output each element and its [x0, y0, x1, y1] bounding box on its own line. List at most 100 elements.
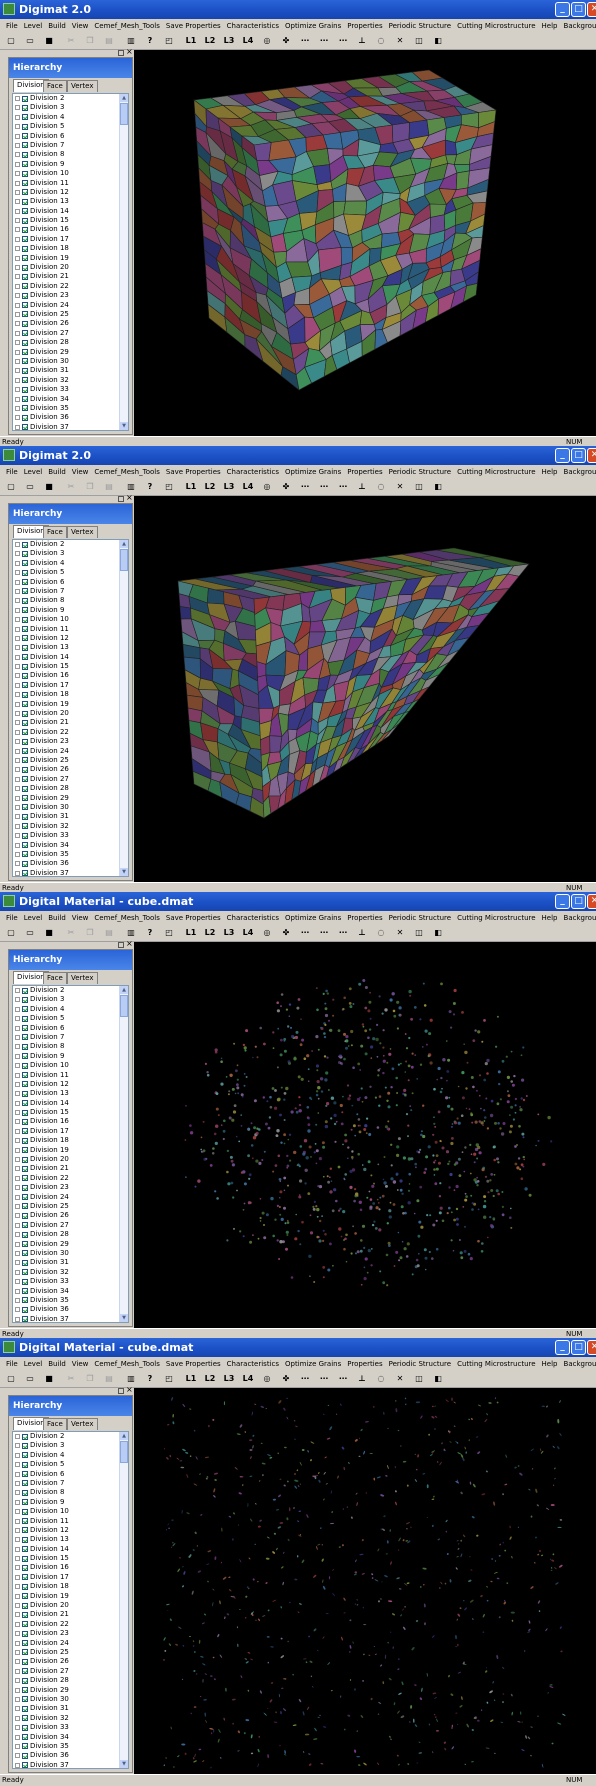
expand-icon[interactable] [15, 236, 20, 242]
expand-icon[interactable] [15, 626, 20, 632]
expand-icon[interactable] [15, 1499, 20, 1505]
tree-item[interactable]: Division 25 [13, 1648, 128, 1657]
visibility-checkbox[interactable] [22, 729, 28, 736]
scroll-up-icon[interactable]: ▲ [120, 1432, 128, 1440]
tree-item[interactable]: Division 35 [13, 1742, 128, 1751]
periodic-icon[interactable]: ◫ [415, 482, 423, 491]
expand-icon[interactable] [15, 1678, 20, 1684]
expand-icon[interactable] [15, 1222, 20, 1228]
tree-item[interactable]: Division 24 [13, 1193, 128, 1202]
scroll-thumb[interactable] [120, 103, 128, 125]
print-icon[interactable]: ▥ [127, 482, 135, 491]
expand-icon[interactable] [15, 823, 20, 829]
tree-scrollbar[interactable]: ▲ ▼ [119, 540, 128, 876]
visibility-checkbox[interactable] [22, 1762, 28, 1768]
expand-icon[interactable] [15, 767, 20, 773]
grain-shape-icon[interactable]: ◌ [377, 482, 385, 491]
expand-icon[interactable] [15, 424, 20, 430]
menu-item-level[interactable]: Level [23, 1360, 43, 1368]
expand-icon[interactable] [15, 1687, 20, 1693]
tree-item[interactable]: Division 23 [13, 291, 128, 300]
expand-icon[interactable] [15, 1147, 20, 1153]
expand-icon[interactable] [15, 1269, 20, 1275]
tree-item[interactable]: Division 15 [13, 1554, 128, 1563]
visibility-checkbox[interactable] [22, 330, 28, 337]
periodic-icon[interactable]: ◫ [415, 1374, 423, 1383]
tree-item[interactable]: Division 6 [13, 578, 128, 587]
tree-item[interactable]: Division 26 [13, 765, 128, 774]
tree-item[interactable]: Division 25 [13, 1202, 128, 1211]
expand-icon[interactable] [15, 795, 20, 801]
expand-icon[interactable] [15, 1072, 20, 1078]
tree-item[interactable]: Division 22 [13, 1620, 128, 1629]
visibility-checkbox[interactable] [22, 1175, 28, 1182]
tree-item[interactable]: Division 8 [13, 150, 128, 159]
expand-icon[interactable] [15, 1443, 20, 1449]
expand-icon[interactable] [15, 617, 20, 623]
scroll-down-icon[interactable]: ▼ [120, 1760, 128, 1768]
tree-item[interactable]: Division 24 [13, 301, 128, 310]
visibility-checkbox[interactable] [22, 1165, 28, 1172]
visibility-checkbox[interactable] [22, 1025, 28, 1032]
tree-item[interactable]: Division 21 [13, 1164, 128, 1173]
expand-icon[interactable] [15, 551, 20, 557]
periodic-icon[interactable]: ◫ [415, 928, 423, 937]
visibility-checkbox[interactable] [22, 1212, 28, 1219]
tree-item[interactable]: Division 4 [13, 113, 128, 122]
tree-item[interactable]: Division 2 [13, 1432, 128, 1441]
save-icon[interactable]: ■ [45, 1374, 53, 1383]
expand-icon[interactable] [15, 265, 20, 271]
color-grains-icon[interactable]: ✤ [282, 928, 290, 937]
menu-item-save-properties[interactable]: Save Properties [165, 914, 221, 922]
visibility-checkbox[interactable] [22, 682, 28, 689]
visibility-checkbox[interactable] [22, 1734, 28, 1740]
expand-icon[interactable] [15, 560, 20, 566]
mesh-3-icon[interactable]: ⋯ [339, 928, 347, 937]
visibility-checkbox[interactable] [22, 1752, 28, 1759]
menu-item-help[interactable]: Help [541, 1360, 558, 1368]
menu-item-characteristics[interactable]: Characteristics [226, 914, 280, 922]
menu-item-optimize-grains[interactable]: Optimize Grains [285, 1360, 342, 1368]
pin-icon[interactable] [118, 942, 124, 948]
visibility-checkbox[interactable] [22, 607, 28, 614]
expand-icon[interactable] [15, 114, 20, 120]
maximize-button[interactable]: □ [571, 448, 586, 463]
expand-icon[interactable] [15, 1119, 20, 1125]
menu-item-file[interactable]: File [6, 468, 18, 476]
tree-item[interactable]: Division 16 [13, 1117, 128, 1126]
visibility-checkbox[interactable] [22, 1072, 28, 1079]
box-icon[interactable]: ◧ [434, 1374, 442, 1383]
visibility-checkbox[interactable] [22, 1015, 28, 1022]
mesh-3-icon[interactable]: ⋯ [339, 482, 347, 491]
menu-item-properties[interactable]: Properties [347, 468, 383, 476]
cutting-icon[interactable]: ✕ [396, 1374, 404, 1383]
visibility-checkbox[interactable] [22, 776, 28, 783]
expand-icon[interactable] [15, 227, 20, 233]
level-2-icon[interactable]: L2 [204, 482, 216, 491]
level-2-icon[interactable]: L2 [204, 1374, 216, 1383]
expand-icon[interactable] [15, 1715, 20, 1721]
expand-icon[interactable] [15, 833, 20, 839]
visibility-checkbox[interactable] [22, 832, 28, 839]
minimize-button[interactable]: _ [555, 894, 570, 909]
pin-icon[interactable] [118, 50, 124, 56]
visibility-checkbox[interactable] [22, 1297, 28, 1304]
tree-item[interactable]: Division 31 [13, 1704, 128, 1713]
expand-icon[interactable] [15, 124, 20, 130]
tree-item[interactable]: Division 34 [13, 395, 128, 404]
expand-icon[interactable] [15, 988, 20, 993]
expand-icon[interactable] [15, 664, 20, 670]
maximize-button[interactable]: □ [571, 2, 586, 17]
visibility-checkbox[interactable] [22, 1043, 28, 1050]
mesh-2-icon[interactable]: ⋯ [320, 36, 328, 45]
tree-item[interactable]: Division 32 [13, 1714, 128, 1723]
tree-item[interactable]: Division 26 [13, 319, 128, 328]
tree-item[interactable]: Division 6 [13, 1024, 128, 1033]
axes-icon[interactable]: ⊥ [358, 482, 366, 491]
tree-item[interactable]: Division 33 [13, 1723, 128, 1732]
tree-item[interactable]: Division 4 [13, 1005, 128, 1014]
cut-icon[interactable]: ✂ [67, 36, 75, 45]
menu-item-level[interactable]: Level [23, 468, 43, 476]
tree-item[interactable]: Division 22 [13, 1174, 128, 1183]
visibility-checkbox[interactable] [22, 766, 28, 773]
